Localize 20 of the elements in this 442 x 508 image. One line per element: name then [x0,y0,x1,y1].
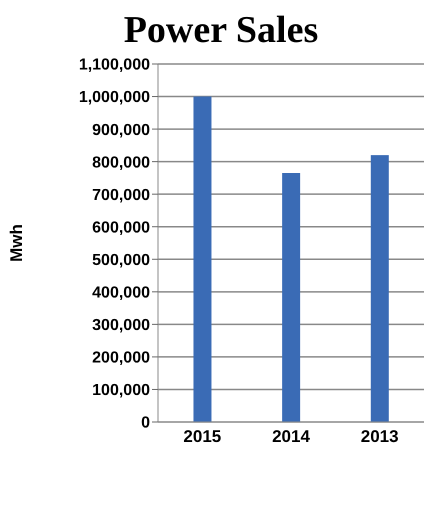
y-tick-label: 1,100,000 [78,56,150,74]
y-tick-label: 400,000 [92,284,150,302]
bar [282,173,300,422]
x-tick-label: 2013 [360,427,399,446]
x-tick-label: 2014 [272,427,310,446]
y-axis-title: Mwh [7,224,26,262]
x-tick-label: 2015 [183,427,222,446]
y-tick-label: 200,000 [92,350,150,367]
y-tick-label: 1,000,000 [78,89,150,106]
y-tick-label: 100,000 [92,382,150,400]
y-tick-label: 500,000 [92,252,150,269]
bar [370,155,389,422]
y-tick-label: 0 [141,414,150,432]
y-tick-label: 300,000 [92,317,150,334]
y-tick-label: 900,000 [92,122,150,139]
chart-title: Power Sales [122,8,320,52]
y-tick-label: 600,000 [92,219,150,236]
bar [193,96,212,422]
y-tick-label: 700,000 [92,186,150,204]
y-tick-label: 800,000 [92,154,150,172]
